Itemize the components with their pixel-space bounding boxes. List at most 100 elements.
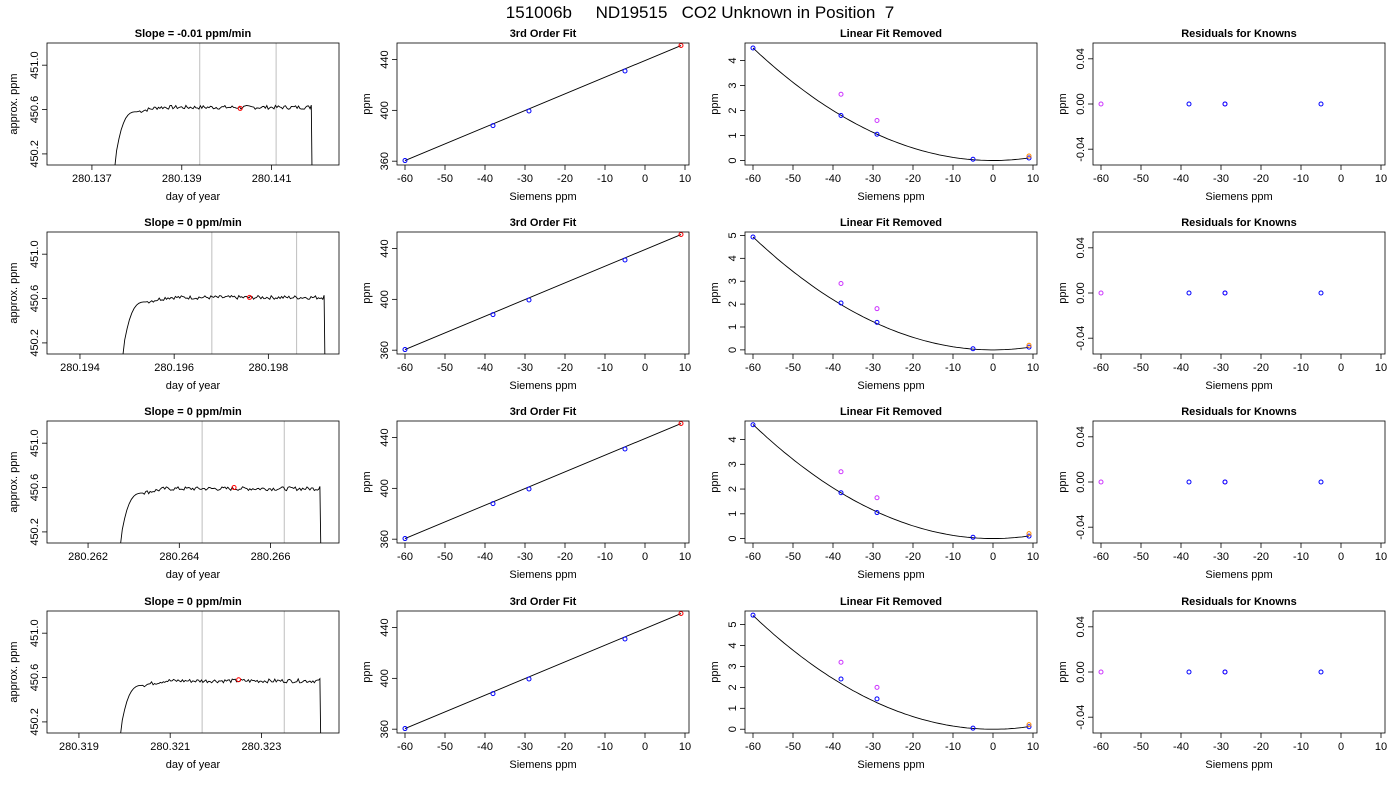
x-tick-label: -30 <box>865 551 881 563</box>
x-tick-label: -50 <box>437 173 453 185</box>
x-tick-label: -40 <box>477 741 493 753</box>
fit-curve <box>752 424 1030 539</box>
x-tick-label: 280.264 <box>159 551 199 563</box>
data-point <box>402 158 408 164</box>
data-point <box>838 300 844 306</box>
y-tick-label: 450.2 <box>29 140 41 168</box>
plot-area <box>750 612 1032 731</box>
data-point <box>1098 101 1104 107</box>
x-axis-label: Siemens ppm <box>857 380 924 392</box>
data-point <box>526 108 532 114</box>
y-tick-label: 0.04 <box>1075 616 1087 637</box>
plot-frame <box>1092 231 1386 355</box>
x-tick-label: 10 <box>679 741 691 753</box>
chart-panel-r4-c1: Slope = 0 ppm/min 280.319 280.321 280.323 45… <box>8 596 340 771</box>
plot-frame <box>396 42 690 166</box>
y-axis-label: ppm <box>361 93 373 114</box>
x-axis-label: day of year <box>166 759 221 771</box>
y-tick-label: 450.6 <box>29 285 41 313</box>
data-point <box>622 257 628 263</box>
x-tick-label: 10 <box>1027 362 1039 374</box>
y-tick-label: 0 <box>727 726 739 732</box>
x-tick-label: 10 <box>1375 741 1387 753</box>
plot-area <box>750 422 1032 540</box>
y-tick-label: 440 <box>379 618 391 636</box>
sample-point <box>237 105 243 111</box>
data-point <box>1222 669 1228 675</box>
data-point <box>874 696 880 702</box>
chart-panel-r2-c2: 3rd Order Fit -60 -50 -40 -30 -20 -10 0 10 360 400… <box>361 217 691 392</box>
x-tick-label: -30 <box>517 173 533 185</box>
y-tick-label: 450.2 <box>29 329 41 357</box>
plot-area <box>1098 101 1324 107</box>
plot-area <box>120 421 322 543</box>
chart-title: Slope = 0 ppm/min <box>144 406 242 418</box>
x-tick-label: -20 <box>1253 551 1269 563</box>
data-point <box>750 45 756 51</box>
plot-area <box>114 43 313 165</box>
x-tick-label: 10 <box>1027 551 1039 563</box>
x-tick-label: -30 <box>1213 551 1229 563</box>
y-tick-label: 0.00 <box>1075 282 1087 303</box>
x-tick-label: -20 <box>905 362 921 374</box>
page-title: 151006b ND19515 CO2 Unknown in Position … <box>505 3 895 22</box>
x-tick-label: 280.198 <box>248 362 288 374</box>
x-tick-label: 10 <box>1375 362 1387 374</box>
fit-line <box>404 234 682 350</box>
x-tick-label: 0 <box>1338 362 1344 374</box>
chart-panel-r1-c4: Residuals for Knowns -60 -50 -40 -30 -20 -10 0 1… <box>1057 28 1387 203</box>
x-axis-label: Siemens ppm <box>857 569 924 581</box>
plot-frame <box>1092 610 1386 734</box>
x-tick-label: -40 <box>1173 173 1189 185</box>
chart-title: 3rd Order Fit <box>510 28 577 40</box>
x-tick-label: -30 <box>517 362 533 374</box>
data-point <box>838 490 844 496</box>
data-point <box>490 501 496 507</box>
data-point <box>1026 342 1032 348</box>
chart-title: 3rd Order Fit <box>510 217 577 229</box>
plot-area <box>402 232 684 353</box>
y-tick-label: 4 <box>727 436 739 442</box>
data-point <box>970 534 976 540</box>
y-tick-label: 451.0 <box>29 51 41 79</box>
y-tick-label: 360 <box>379 341 391 359</box>
x-tick-label: -60 <box>1093 551 1109 563</box>
chart-panel-r3-c3: Linear Fit Removed -60 -50 -40 -30 -20 -10 0 10 0… <box>709 406 1039 581</box>
x-axis-label: Siemens ppm <box>1205 380 1272 392</box>
data-point <box>874 684 880 690</box>
y-axis-label: ppm <box>361 282 373 303</box>
x-tick-label: -20 <box>905 741 921 753</box>
x-tick-label: 280.323 <box>242 741 282 753</box>
data-point <box>874 319 880 325</box>
x-tick-label: -40 <box>1173 551 1189 563</box>
x-tick-label: -20 <box>905 173 921 185</box>
fit-curve <box>752 47 1030 161</box>
data-point <box>526 676 532 682</box>
fit-curve <box>752 615 1030 730</box>
y-axis-label: approx. ppm <box>8 451 20 512</box>
x-tick-label: -10 <box>597 362 613 374</box>
y-axis-label: ppm <box>709 282 721 303</box>
y-tick-label: 3 <box>727 663 739 669</box>
data-point <box>874 495 880 501</box>
data-point <box>1318 669 1324 675</box>
y-tick-label: -0.04 <box>1075 515 1087 540</box>
plot-frame <box>1092 42 1386 166</box>
x-tick-label: -10 <box>945 173 961 185</box>
y-axis-label: ppm <box>1057 282 1069 303</box>
chart-title: Residuals for Knowns <box>1181 596 1297 608</box>
y-tick-label: -0.04 <box>1075 705 1087 730</box>
x-axis-label: Siemens ppm <box>509 380 576 392</box>
x-axis-label: Siemens ppm <box>509 569 576 581</box>
x-tick-label: -20 <box>1253 362 1269 374</box>
y-tick-label: 4 <box>727 642 739 648</box>
data-point <box>402 347 408 353</box>
x-tick-label: -50 <box>785 551 801 563</box>
y-tick-label: 400 <box>379 101 391 119</box>
data-point <box>1186 479 1192 485</box>
y-tick-label: 440 <box>379 239 391 257</box>
x-tick-label: -30 <box>865 741 881 753</box>
y-axis-label: ppm <box>709 93 721 114</box>
x-tick-label: 10 <box>679 551 691 563</box>
x-tick-label: 280.139 <box>162 173 202 185</box>
